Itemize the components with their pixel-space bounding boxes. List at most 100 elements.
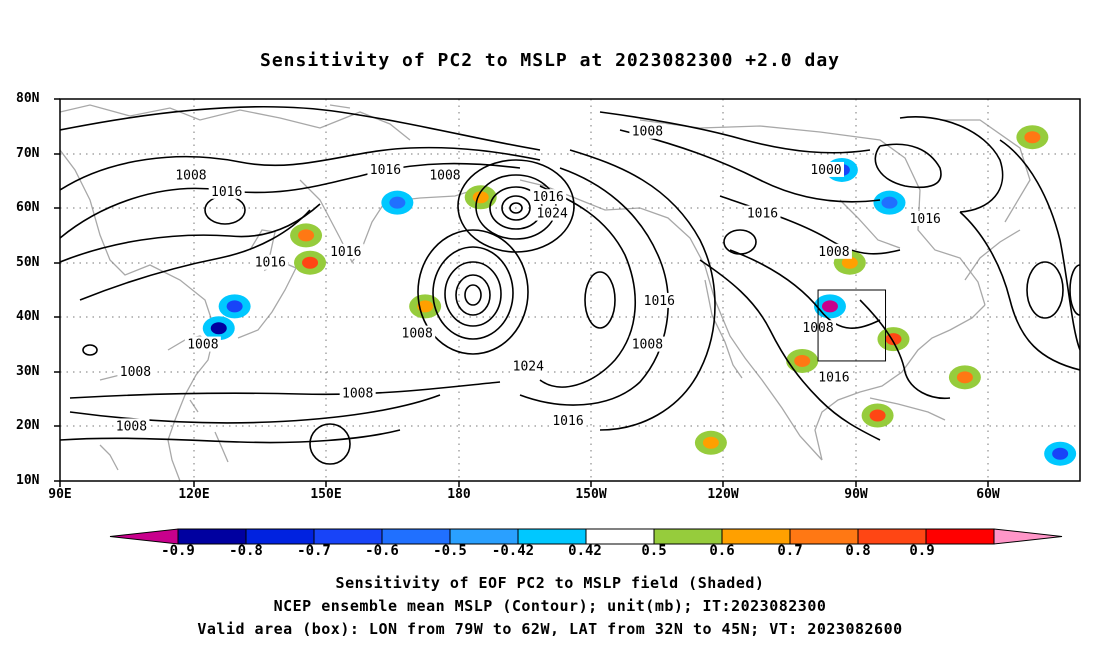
mslp-contours bbox=[60, 106, 1080, 465]
contour-label-bg bbox=[807, 161, 844, 177]
colorbar-label-minus-0-7: -0.7 bbox=[297, 543, 331, 559]
sensitivity-blob-core bbox=[794, 354, 811, 367]
caption-line-3: Valid area (box): LON from 79W to 62W, L… bbox=[197, 620, 903, 638]
lon-label-120e: 120E bbox=[178, 487, 210, 502]
colorbar-label-0-8: 0.8 bbox=[845, 543, 871, 559]
contour-label-bg bbox=[327, 243, 364, 259]
lat-label-10n: 10N bbox=[16, 473, 40, 488]
sensitivity-blob-core bbox=[389, 196, 406, 209]
sensitivity-blob-core bbox=[869, 409, 886, 422]
colorbar-swatch bbox=[517, 528, 587, 545]
sensitivity-blob-core bbox=[702, 436, 719, 449]
lon-label-180: 180 bbox=[447, 487, 471, 502]
lat-label-50n: 50N bbox=[16, 255, 40, 270]
contour-label: 1008 bbox=[632, 338, 663, 353]
colorbar-swatch bbox=[789, 528, 859, 545]
caption-line-1: Sensitivity of EOF PC2 to MSLP field (Sh… bbox=[335, 574, 765, 592]
contour-label-bg bbox=[208, 183, 245, 199]
colorbar-low-arrow bbox=[109, 528, 179, 545]
lat-label-70n: 70N bbox=[16, 146, 40, 161]
contour-label-bg bbox=[184, 336, 221, 352]
sensitivity-blob-core bbox=[956, 371, 973, 384]
lon-label-60w: 60W bbox=[976, 487, 1000, 502]
contour-label: 1008 bbox=[632, 125, 663, 140]
contour-label: 1008 bbox=[175, 168, 206, 183]
valid-area-box bbox=[817, 289, 887, 362]
sensitivity-blob-core bbox=[881, 196, 898, 209]
colorbar-label-minus-0-6: -0.6 bbox=[365, 543, 399, 559]
colorbar-label-0-5: 0.5 bbox=[641, 543, 667, 559]
colorbar-label-0-42: 0.42 bbox=[568, 543, 602, 559]
colorbar-label-minus-0-42: -0.42 bbox=[491, 543, 535, 559]
contour-label: 1000 bbox=[810, 163, 841, 178]
contour-label: 1008 bbox=[120, 365, 151, 380]
colorbar-label-minus-0-9: -0.9 bbox=[161, 543, 195, 559]
sensitivity-blob-core bbox=[302, 256, 319, 269]
colorbar-high-arrow bbox=[993, 528, 1063, 545]
sensitivity-blob-core bbox=[1052, 447, 1069, 460]
contour-label: 1008 bbox=[342, 387, 373, 402]
sensitivity-blob-core bbox=[821, 300, 838, 313]
contour-label: 1016 bbox=[552, 414, 583, 429]
coastlines bbox=[60, 104, 1031, 481]
colorbar-label-0-9: 0.9 bbox=[909, 543, 935, 559]
colorbar-swatch bbox=[381, 528, 451, 545]
contour-label: 1016 bbox=[330, 245, 361, 260]
contour-label: 1016 bbox=[533, 190, 564, 205]
lat-label-20n: 20N bbox=[16, 418, 40, 433]
lat-label-30n: 30N bbox=[16, 364, 40, 379]
contour-label: 1008 bbox=[818, 245, 849, 260]
contour-label-bg bbox=[367, 161, 404, 177]
contour-label: 1016 bbox=[370, 163, 401, 178]
contour-label: 1008 bbox=[402, 327, 433, 342]
colorbar-swatch bbox=[857, 528, 927, 545]
sensitivity-blob-core bbox=[226, 300, 243, 313]
contour-label-bg bbox=[629, 336, 666, 352]
contour-label-bg bbox=[907, 211, 944, 227]
sensitivity-blob-core bbox=[210, 322, 227, 335]
lon-label-150e: 150E bbox=[310, 487, 342, 502]
lat-label-80n: 80N bbox=[16, 91, 40, 106]
lat-label-40n: 40N bbox=[16, 309, 40, 324]
contour-label: 1016 bbox=[211, 185, 242, 200]
contour-label-bg bbox=[641, 292, 678, 308]
contour-label-bg bbox=[399, 325, 436, 341]
contour-label: 1016 bbox=[747, 207, 778, 222]
axis-ticks bbox=[54, 98, 989, 487]
lon-label-90w: 90W bbox=[844, 487, 868, 502]
colorbar-label-0-6: 0.6 bbox=[709, 543, 735, 559]
contour-label-bg bbox=[744, 205, 781, 221]
lon-label-120w: 120W bbox=[707, 487, 739, 502]
contour-label-bg bbox=[339, 385, 376, 401]
lat-label-60n: 60N bbox=[16, 200, 40, 215]
contour-label-bg bbox=[426, 167, 463, 183]
colorbar-swatch bbox=[721, 528, 791, 545]
contour-label-bg bbox=[252, 254, 289, 270]
contour-label-bg bbox=[117, 363, 154, 379]
lon-label-90e: 90E bbox=[48, 487, 72, 502]
colorbar-label-minus-0-5: -0.5 bbox=[433, 543, 467, 559]
contour-label: 1016 bbox=[910, 212, 941, 227]
lon-label-150w: 150W bbox=[575, 487, 607, 502]
contour-label: 1008 bbox=[429, 168, 460, 183]
contour-labels-layer: 1008 1016 1016 1016 1008 1016 1016 1024 1008 1016… bbox=[113, 123, 944, 434]
contour-label: 1016 bbox=[644, 294, 675, 309]
sensitivity-blob-core bbox=[417, 300, 434, 313]
colorbar-swatch bbox=[449, 528, 519, 545]
colorbar bbox=[109, 528, 1063, 545]
contour-label: 1016 bbox=[255, 256, 286, 271]
caption-line-2: NCEP ensemble mean MSLP (Contour); unit(… bbox=[273, 597, 827, 615]
colorbar-swatch bbox=[313, 528, 383, 545]
contour-label-bg bbox=[815, 243, 852, 259]
colorbar-label-0-7: 0.7 bbox=[777, 543, 803, 559]
contour-label: 1024 bbox=[513, 359, 544, 374]
colorbar-swatch bbox=[245, 528, 315, 545]
colorbar-swatch bbox=[585, 528, 655, 545]
contour-label-bg bbox=[113, 418, 150, 434]
sensitivity-blob-core bbox=[1024, 131, 1041, 144]
contour-label-bg bbox=[815, 369, 852, 385]
contour-label: 1008 bbox=[116, 419, 147, 434]
map-title: Sensitivity of PC2 to MSLP at 2023082300… bbox=[259, 50, 840, 71]
contour-label-bg bbox=[534, 205, 571, 221]
